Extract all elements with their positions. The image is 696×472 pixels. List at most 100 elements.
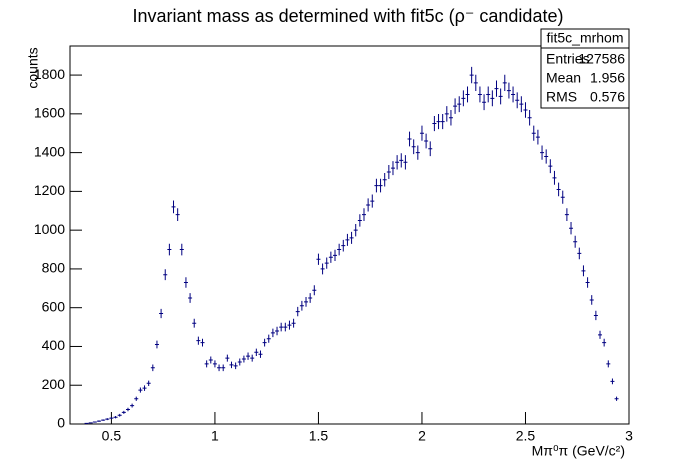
data-point	[328, 251, 333, 263]
data-point	[250, 354, 255, 362]
data-point	[229, 361, 234, 369]
data-point	[316, 253, 321, 265]
data-point	[453, 98, 458, 114]
data-point	[448, 109, 453, 126]
data-point	[200, 338, 205, 347]
data-point	[535, 129, 540, 145]
data-point	[353, 223, 358, 237]
y-tick-label: 600	[42, 298, 66, 314]
data-point	[361, 208, 366, 222]
data-point	[233, 362, 238, 370]
data-point	[577, 247, 582, 260]
data-point	[88, 422, 93, 424]
data-point	[399, 153, 404, 168]
data-point	[163, 269, 168, 281]
data-point	[221, 364, 226, 372]
data-point	[150, 364, 155, 372]
data-point	[419, 125, 424, 141]
data-point	[154, 340, 159, 349]
data-point	[167, 243, 172, 256]
data-point	[341, 239, 346, 252]
data-point	[614, 396, 619, 401]
data-point	[444, 106, 449, 122]
data-point	[432, 115, 437, 132]
data-point	[515, 92, 520, 109]
data-point	[92, 421, 97, 423]
data-point	[523, 102, 528, 118]
data-point	[548, 159, 553, 174]
data-point	[241, 355, 246, 363]
data-point	[262, 338, 267, 347]
data-point	[275, 326, 280, 336]
data-point	[246, 352, 251, 360]
data-point	[237, 358, 242, 366]
data-point	[304, 297, 309, 307]
data-point	[436, 114, 441, 130]
data-point	[593, 310, 598, 321]
data-point	[138, 387, 143, 393]
data-point	[556, 182, 561, 197]
data-point	[498, 88, 503, 105]
y-tick-label: 200	[42, 376, 66, 392]
data-point	[105, 418, 110, 421]
x-tick-label: 1	[211, 428, 219, 444]
data-point	[370, 194, 375, 208]
data-point	[486, 86, 491, 103]
data-point	[357, 214, 362, 227]
x-tick-label: 2	[418, 428, 426, 444]
data-point	[386, 165, 391, 179]
data-point	[109, 417, 114, 420]
y-tick-label: 1400	[34, 143, 65, 159]
y-tick-label: 1000	[34, 221, 65, 237]
data-point	[519, 96, 524, 113]
data-point	[589, 295, 594, 305]
data-point	[192, 318, 197, 328]
data-point	[312, 285, 317, 296]
data-point	[279, 322, 284, 332]
data-point	[101, 419, 106, 421]
data-point	[208, 356, 213, 364]
x-tick-label: 3	[625, 428, 633, 444]
data-point	[457, 96, 462, 113]
stats-label: Entries	[546, 51, 590, 67]
data-point	[324, 257, 329, 269]
data-point	[415, 145, 420, 160]
data-point	[465, 86, 470, 103]
data-point	[188, 293, 193, 303]
data-point	[258, 350, 263, 358]
data-point	[295, 306, 300, 317]
stats-value: 127586	[578, 51, 625, 67]
y-tick-label: 400	[42, 337, 66, 353]
data-point	[610, 378, 615, 385]
y-axis-label: counts	[25, 47, 41, 88]
data-point	[477, 86, 482, 103]
data-point	[204, 360, 209, 368]
data-point	[573, 235, 578, 248]
data-point	[125, 407, 130, 412]
data-point	[506, 82, 511, 99]
data-point	[544, 149, 549, 164]
data-point	[113, 416, 118, 419]
data-point	[217, 364, 222, 372]
data-point	[540, 145, 545, 160]
data-point	[171, 200, 176, 214]
data-point	[254, 348, 259, 356]
data-point	[333, 249, 338, 261]
data-point	[560, 190, 565, 204]
data-point	[84, 422, 89, 424]
data-point	[130, 403, 135, 408]
data-point	[502, 74, 507, 91]
data-point	[378, 178, 383, 193]
data-point	[183, 277, 188, 288]
x-tick-label: 1.5	[309, 428, 329, 444]
y-tick-label: 0	[57, 415, 65, 431]
data-point	[606, 360, 611, 368]
x-tick-label: 0.5	[102, 428, 122, 444]
data-point	[146, 380, 151, 387]
stats-title: fit5c_mrhom	[546, 30, 623, 46]
data-point	[345, 233, 350, 246]
data-point	[581, 265, 586, 277]
data-point	[382, 172, 387, 187]
data-point	[428, 141, 433, 157]
